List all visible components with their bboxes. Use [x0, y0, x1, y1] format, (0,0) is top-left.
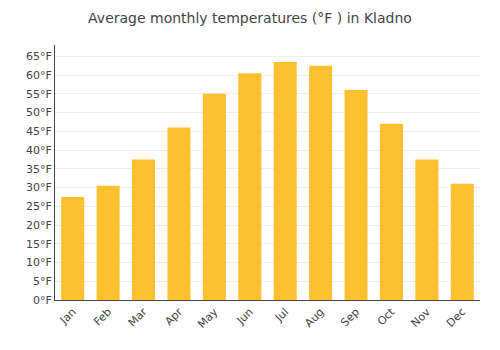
- svg-text:10°F: 10°F: [26, 256, 52, 269]
- svg-text:Apr: Apr: [162, 305, 185, 328]
- svg-text:May: May: [195, 305, 221, 331]
- svg-text:40°F: 40°F: [26, 144, 52, 157]
- svg-text:5°F: 5°F: [33, 275, 52, 288]
- svg-text:35°F: 35°F: [26, 163, 52, 176]
- svg-text:Dec: Dec: [444, 306, 468, 330]
- svg-text:Jun: Jun: [234, 305, 256, 327]
- svg-text:Feb: Feb: [91, 306, 114, 329]
- svg-text:Jan: Jan: [57, 306, 79, 328]
- svg-text:60°F: 60°F: [26, 69, 52, 82]
- svg-text:Average monthly temperatures (: Average monthly temperatures (°F ) in Kl…: [88, 10, 412, 26]
- svg-text:Aug: Aug: [302, 306, 326, 330]
- svg-text:25°F: 25°F: [26, 200, 52, 213]
- svg-text:Sep: Sep: [338, 306, 362, 330]
- svg-text:0°F: 0°F: [33, 294, 52, 307]
- svg-text:15°F: 15°F: [26, 238, 52, 251]
- svg-text:50°F: 50°F: [26, 106, 52, 119]
- svg-text:30°F: 30°F: [26, 181, 52, 194]
- svg-text:Jul: Jul: [272, 306, 291, 325]
- svg-text:Oct: Oct: [375, 305, 398, 328]
- svg-text:65°F: 65°F: [26, 50, 52, 63]
- svg-text:Nov: Nov: [409, 305, 434, 330]
- svg-text:Mar: Mar: [126, 305, 150, 329]
- svg-text:45°F: 45°F: [26, 125, 52, 138]
- svg-text:20°F: 20°F: [26, 219, 52, 232]
- svg-text:55°F: 55°F: [26, 88, 52, 101]
